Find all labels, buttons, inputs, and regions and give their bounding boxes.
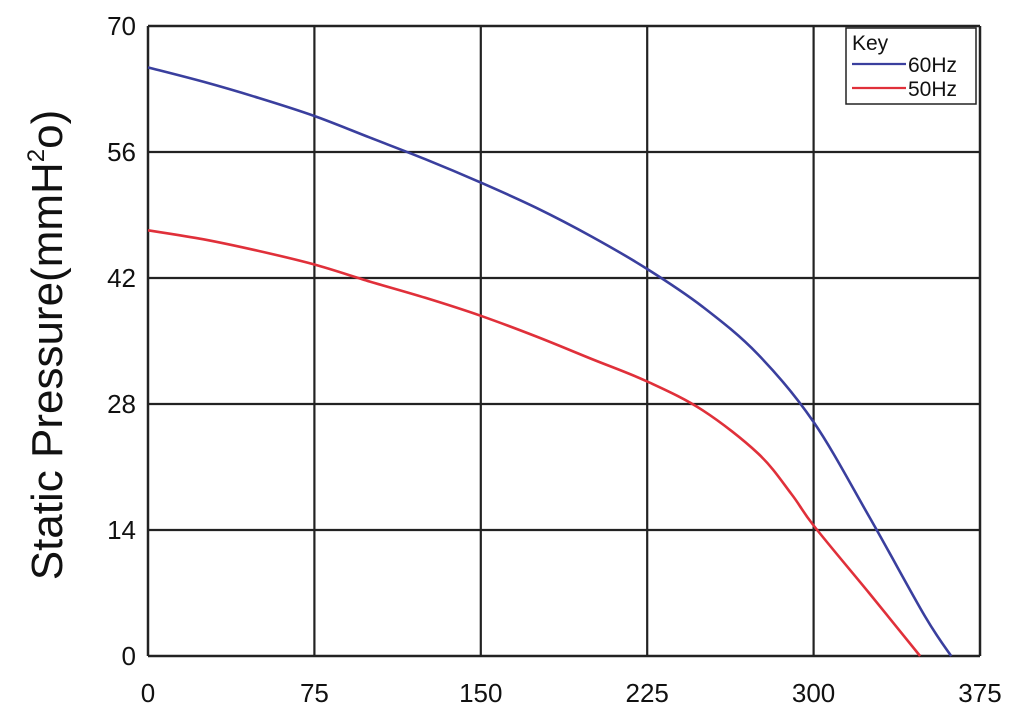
y-tick-label: 28 (107, 389, 136, 419)
x-tick-label: 150 (459, 678, 502, 708)
y-tick-label: 56 (107, 137, 136, 167)
legend-title: Key (852, 32, 889, 55)
series-line-1 (147, 229, 922, 657)
series-line-0 (147, 66, 953, 657)
x-tick-label: 300 (792, 678, 835, 708)
y-axis-label: Static Pressure(mmH2o) (23, 110, 72, 581)
y-tick-label: 0 (122, 641, 136, 671)
grid (146, 24, 982, 658)
x-tick-label: 0 (141, 678, 155, 708)
y-tick-label: 42 (107, 263, 136, 293)
x-tick-label: 375 (958, 678, 1001, 708)
y-tick-label: 70 (107, 11, 136, 41)
legend: Key 60Hz 50Hz (845, 27, 977, 105)
legend-label-60hz: 60Hz (908, 54, 957, 77)
legend-label-50hz: 50Hz (908, 78, 957, 101)
y-tick-label: 14 (107, 515, 136, 545)
x-tick-labels: 0 75 150 225 300 375 (141, 678, 1002, 708)
legend-box (845, 27, 977, 105)
x-tick-label: 75 (300, 678, 329, 708)
series-lines (147, 66, 953, 657)
y-tick-labels: 0 14 28 42 56 70 (107, 11, 136, 671)
x-tick-label: 225 (626, 678, 669, 708)
